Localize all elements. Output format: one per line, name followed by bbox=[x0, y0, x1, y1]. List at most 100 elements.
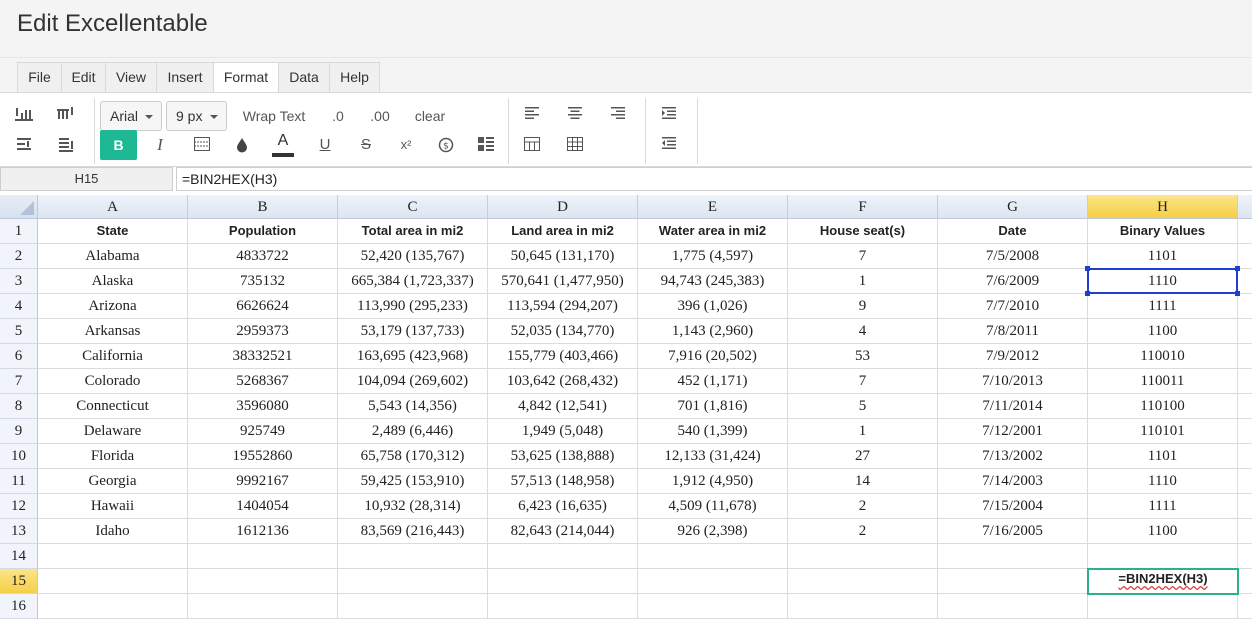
text-color-button[interactable]: A bbox=[268, 126, 298, 157]
bold-button[interactable]: B bbox=[100, 130, 137, 160]
cell-h4[interactable]: 1111 bbox=[1088, 294, 1238, 319]
cell-h8[interactable]: 110100 bbox=[1088, 394, 1238, 419]
cell-g10[interactable]: 7/13/2002 bbox=[938, 444, 1088, 469]
cell-h13[interactable]: 1100 bbox=[1088, 519, 1238, 544]
cell-f15[interactable] bbox=[788, 569, 938, 594]
cell-h12[interactable]: 1111 bbox=[1088, 494, 1238, 519]
cell-h5[interactable]: 1100 bbox=[1088, 319, 1238, 344]
cell-a15[interactable] bbox=[38, 569, 188, 594]
cell-f7[interactable]: 7 bbox=[788, 369, 938, 394]
cell-a9[interactable]: Delaware bbox=[38, 419, 188, 444]
cell-b6[interactable]: 38332521 bbox=[188, 344, 338, 369]
spreadsheet-grid[interactable]: A B C D E F G H 1 State Population Total area in mi… bbox=[0, 195, 1252, 621]
cell-c11[interactable]: 59,425 (153,910) bbox=[338, 469, 488, 494]
row-header-5[interactable]: 5 bbox=[0, 319, 38, 344]
row-header-1[interactable]: 1 bbox=[0, 219, 38, 244]
cell-h16[interactable] bbox=[1088, 594, 1238, 619]
cell-a10[interactable]: Florida bbox=[38, 444, 188, 469]
unmerge-cells-icon[interactable] bbox=[561, 130, 589, 160]
cell-e6[interactable]: 7,916 (20,502) bbox=[638, 344, 788, 369]
cell-editor[interactable]: =BIN2HEX(H3) bbox=[1087, 568, 1239, 595]
cell-d5[interactable]: 52,035 (134,770) bbox=[488, 319, 638, 344]
cell-c7[interactable]: 104,094 (269,602) bbox=[338, 369, 488, 394]
cell-h14[interactable] bbox=[1088, 544, 1238, 569]
cell-b11[interactable]: 9992167 bbox=[188, 469, 338, 494]
cell-g8[interactable]: 7/11/2014 bbox=[938, 394, 1088, 419]
cell-g3[interactable]: 7/6/2009 bbox=[938, 269, 1088, 294]
cell-e3[interactable]: 94,743 (245,383) bbox=[638, 269, 788, 294]
row-header-16[interactable]: 16 bbox=[0, 594, 38, 619]
cell-g11[interactable]: 7/14/2003 bbox=[938, 469, 1088, 494]
cell-c5[interactable]: 53,179 (137,733) bbox=[338, 319, 488, 344]
cell-h2[interactable]: 1101 bbox=[1088, 244, 1238, 269]
row-header-13[interactable]: 13 bbox=[0, 519, 38, 544]
column-header-g[interactable]: G bbox=[938, 195, 1088, 219]
cell-a2[interactable]: Alabama bbox=[38, 244, 188, 269]
cell-f4[interactable]: 9 bbox=[788, 294, 938, 319]
menu-edit[interactable]: Edit bbox=[61, 62, 106, 92]
column-header-a[interactable]: A bbox=[38, 195, 188, 219]
cell-d2[interactable]: 50,645 (131,170) bbox=[488, 244, 638, 269]
cell-c10[interactable]: 65,758 (170,312) bbox=[338, 444, 488, 469]
cell-g1[interactable]: Date bbox=[938, 219, 1088, 244]
row-header-2[interactable]: 2 bbox=[0, 244, 38, 269]
cell-c4[interactable]: 113,990 (295,233) bbox=[338, 294, 488, 319]
cell-b13[interactable]: 1612136 bbox=[188, 519, 338, 544]
cell-e1[interactable]: Water area in mi2 bbox=[638, 219, 788, 244]
cell-a3[interactable]: Alaska bbox=[38, 269, 188, 294]
cell-f9[interactable]: 1 bbox=[788, 419, 938, 444]
cell-c13[interactable]: 83,569 (216,443) bbox=[338, 519, 488, 544]
column-header-b[interactable]: B bbox=[188, 195, 338, 219]
indent-increase-icon[interactable] bbox=[655, 100, 683, 130]
resize-handle[interactable] bbox=[1085, 291, 1090, 296]
cell-f5[interactable]: 4 bbox=[788, 319, 938, 344]
column-header-c[interactable]: C bbox=[338, 195, 488, 219]
cell-a16[interactable] bbox=[38, 594, 188, 619]
cell-c1[interactable]: Total area in mi2 bbox=[338, 219, 488, 244]
row-header-10[interactable]: 10 bbox=[0, 444, 38, 469]
cell-d1[interactable]: Land area in mi2 bbox=[488, 219, 638, 244]
cell-f8[interactable]: 5 bbox=[788, 394, 938, 419]
cell-e10[interactable]: 12,133 (31,424) bbox=[638, 444, 788, 469]
cell-e7[interactable]: 452 (1,171) bbox=[638, 369, 788, 394]
cell-a4[interactable]: Arizona bbox=[38, 294, 188, 319]
menu-format[interactable]: Format bbox=[213, 62, 279, 92]
cell-h3[interactable]: 1110 bbox=[1088, 269, 1238, 294]
indent-decrease-icon[interactable] bbox=[655, 130, 683, 160]
cell-b16[interactable] bbox=[188, 594, 338, 619]
cell-b9[interactable]: 925749 bbox=[188, 419, 338, 444]
cell-b8[interactable]: 3596080 bbox=[188, 394, 338, 419]
currency-icon[interactable]: $ bbox=[432, 130, 460, 160]
cell-c12[interactable]: 10,932 (28,314) bbox=[338, 494, 488, 519]
merge-cells-icon[interactable] bbox=[518, 130, 546, 160]
cell-b1[interactable]: Population bbox=[188, 219, 338, 244]
cell-f6[interactable]: 53 bbox=[788, 344, 938, 369]
conditional-format-icon[interactable] bbox=[472, 130, 500, 160]
align-left-icon[interactable] bbox=[518, 100, 546, 130]
cell-d16[interactable] bbox=[488, 594, 638, 619]
column-header-d[interactable]: D bbox=[488, 195, 638, 219]
cell-h11[interactable]: 1110 bbox=[1088, 469, 1238, 494]
menu-help[interactable]: Help bbox=[329, 62, 380, 92]
cell-f16[interactable] bbox=[788, 594, 938, 619]
decrease-decimal-button[interactable]: .0 bbox=[332, 108, 344, 124]
menu-view[interactable]: View bbox=[105, 62, 157, 92]
cell-a14[interactable] bbox=[38, 544, 188, 569]
cell-g6[interactable]: 7/9/2012 bbox=[938, 344, 1088, 369]
cell-d13[interactable]: 82,643 (214,044) bbox=[488, 519, 638, 544]
cell-e13[interactable]: 926 (2,398) bbox=[638, 519, 788, 544]
cell-e5[interactable]: 1,143 (2,960) bbox=[638, 319, 788, 344]
cell-c8[interactable]: 5,543 (14,356) bbox=[338, 394, 488, 419]
strikethrough-button[interactable]: S bbox=[360, 136, 371, 153]
cell-c16[interactable] bbox=[338, 594, 488, 619]
cell-e2[interactable]: 1,775 (4,597) bbox=[638, 244, 788, 269]
formula-input[interactable]: =BIN2HEX(H3) bbox=[176, 167, 1252, 191]
cell-d12[interactable]: 6,423 (16,635) bbox=[488, 494, 638, 519]
resize-handle[interactable] bbox=[1085, 266, 1090, 271]
insert-column-icon[interactable] bbox=[50, 100, 82, 130]
row-header-15[interactable]: 15 bbox=[0, 569, 38, 594]
cell-e9[interactable]: 540 (1,399) bbox=[638, 419, 788, 444]
cell-d4[interactable]: 113,594 (294,207) bbox=[488, 294, 638, 319]
cell-a12[interactable]: Hawaii bbox=[38, 494, 188, 519]
cell-c15[interactable] bbox=[338, 569, 488, 594]
